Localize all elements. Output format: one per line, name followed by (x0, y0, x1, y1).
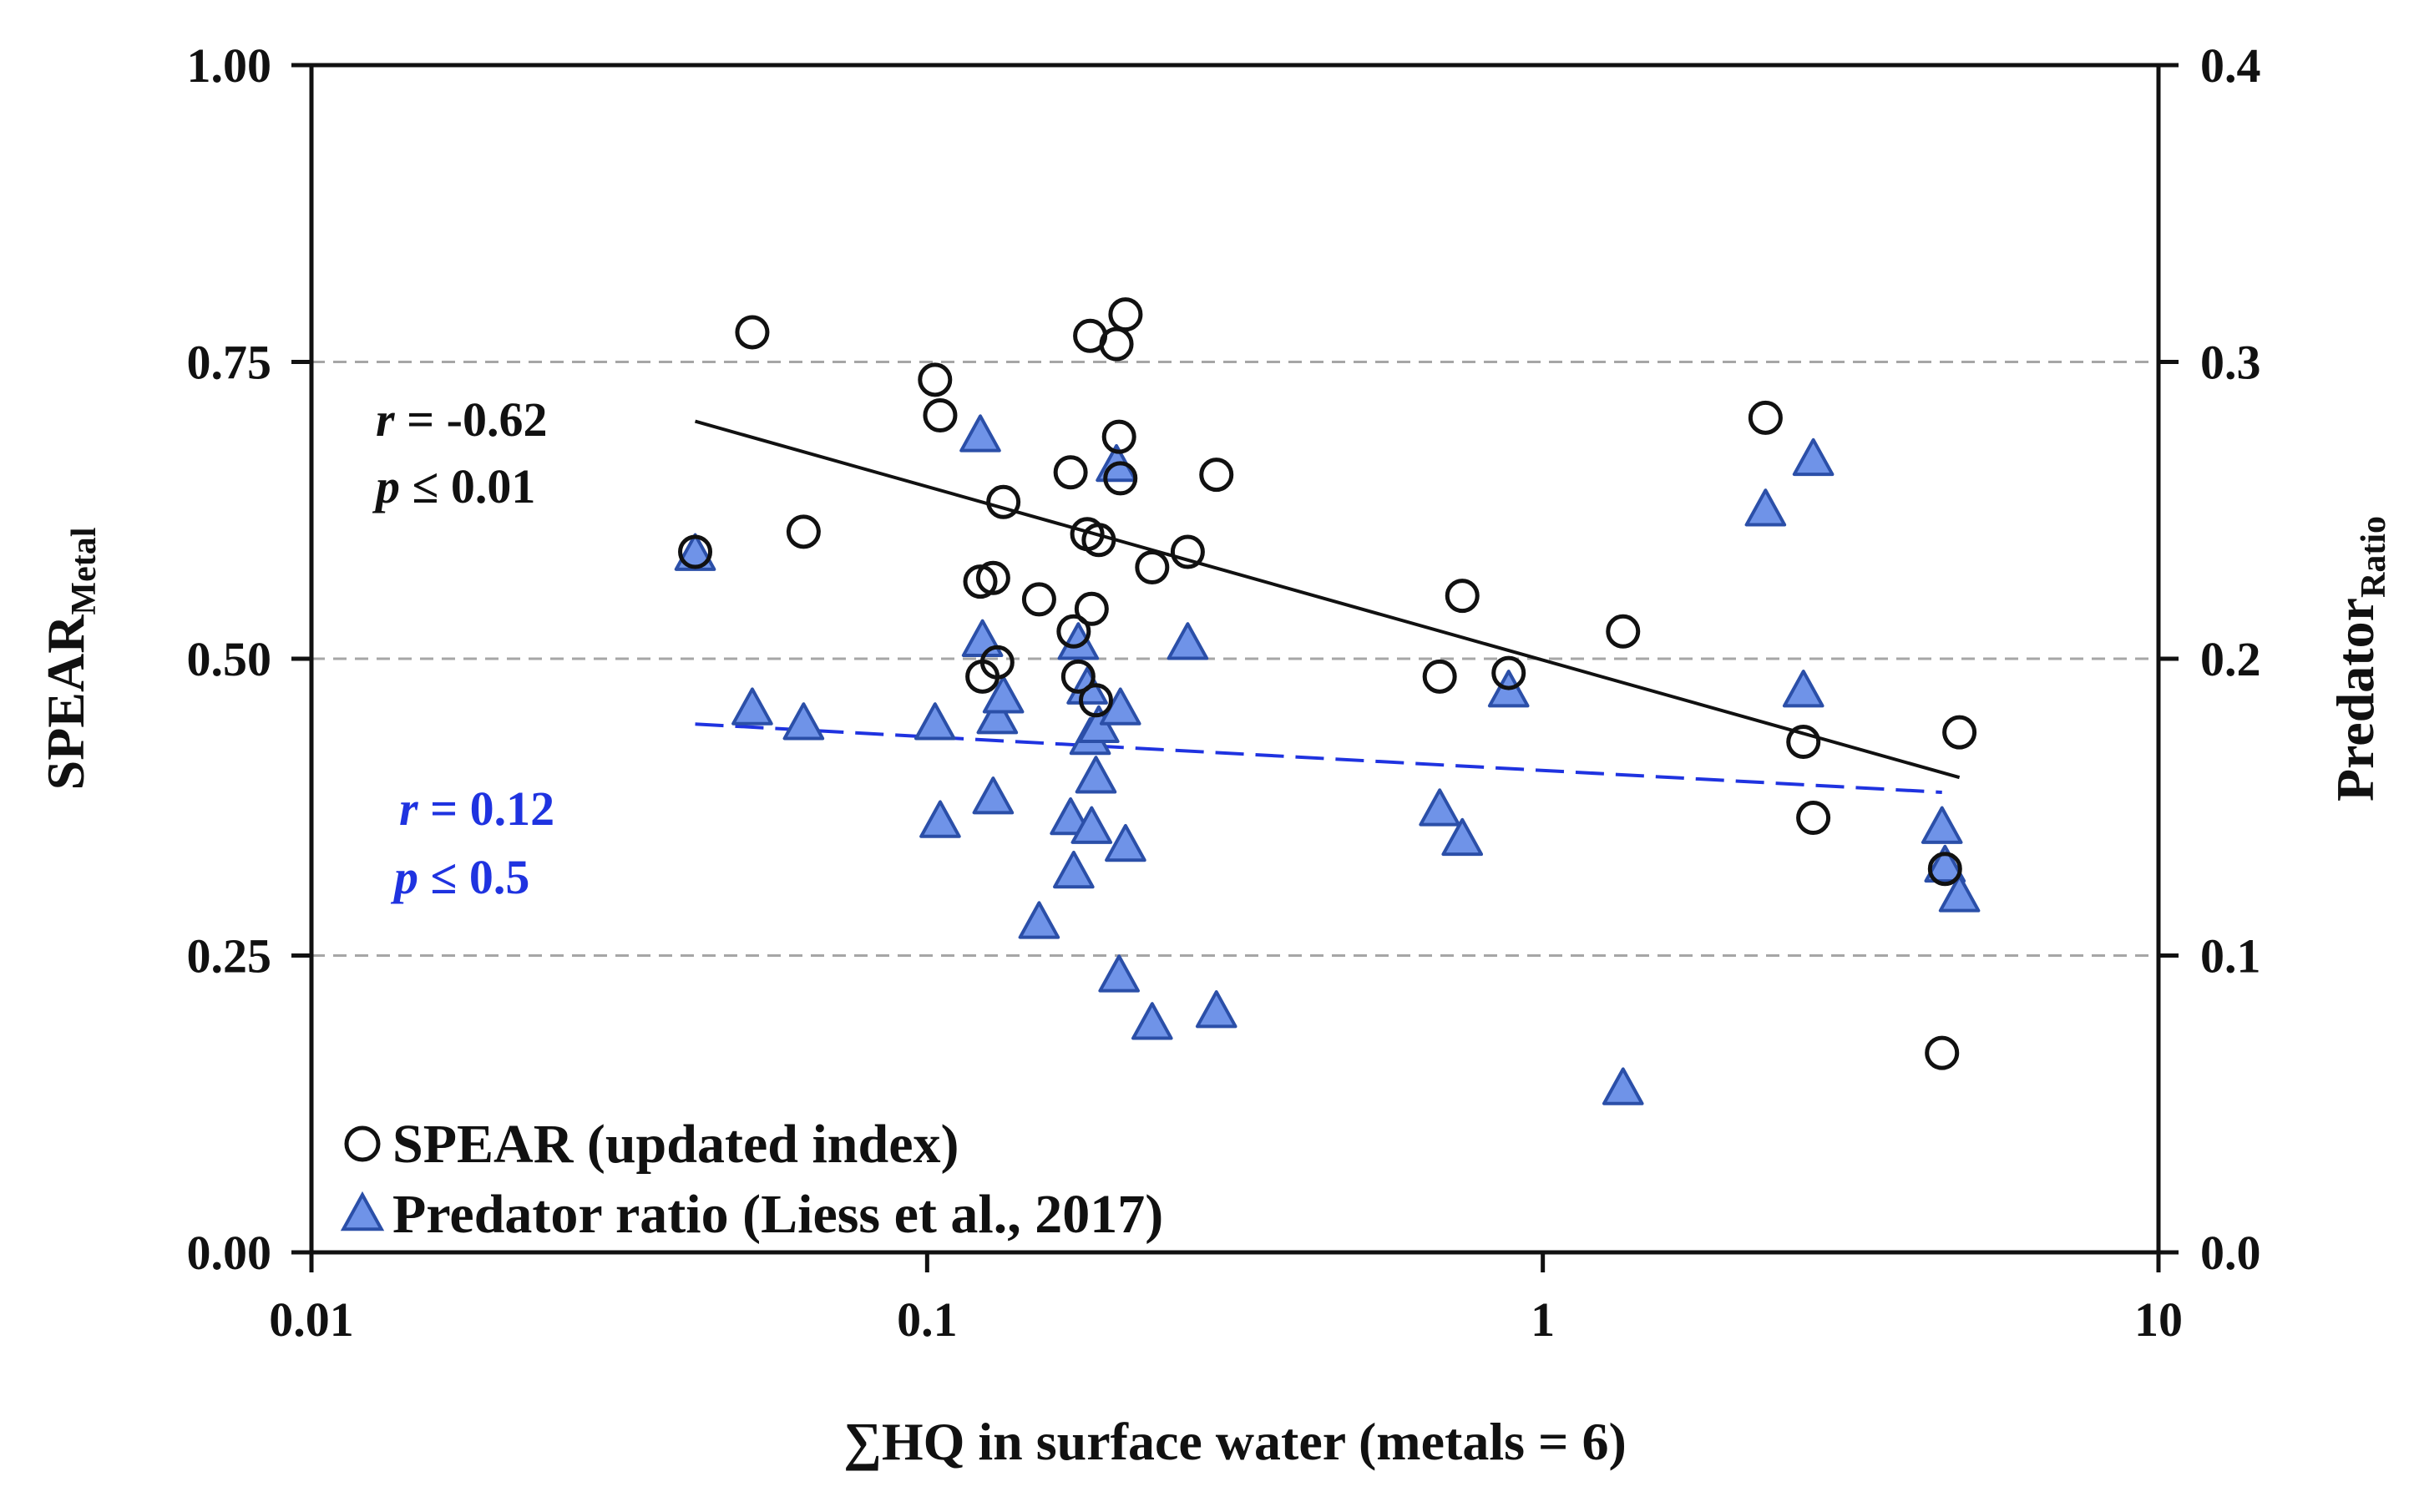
spear-point (1135, 550, 1170, 585)
predator-trendline (695, 722, 1942, 794)
spear-point (986, 484, 1021, 519)
y-tick-label: 1.00 (187, 38, 272, 93)
spear-point (1101, 419, 1136, 454)
spear-point (1445, 579, 1480, 614)
predator-point (1105, 823, 1146, 862)
predator-point (913, 702, 956, 741)
y-tick-label: 0.25 (187, 929, 272, 984)
predator-point (782, 702, 825, 741)
spear-point (1081, 523, 1116, 558)
y2-tick-label: 0.1 (2200, 929, 2261, 984)
spear-point (979, 645, 1015, 680)
spear-point (1199, 458, 1234, 493)
y-tick-label: 0.75 (187, 336, 272, 390)
x-tick-label: 0.01 (269, 1292, 354, 1347)
predator-point (1070, 806, 1113, 844)
spear-point (1056, 614, 1091, 649)
predator-point (982, 675, 1025, 714)
spear-point (735, 315, 770, 350)
y-axis-title: SPEARMetal (36, 528, 104, 791)
x-axis-title: ∑HQ in surface water (metals = 6) (843, 1412, 1627, 1471)
y2-tick-label: 0.0 (2200, 1226, 2261, 1280)
spear-point (1748, 400, 1783, 435)
predator-point (1602, 1067, 1644, 1105)
spear-point (786, 514, 821, 549)
y2-tick-label: 0.4 (2200, 38, 2261, 93)
predator-point (961, 619, 1004, 657)
spear-point (1074, 591, 1109, 626)
y-tick-label: 0.50 (187, 632, 272, 686)
predator-point (1167, 622, 1209, 660)
x-tick-label: 10 (2134, 1292, 2183, 1347)
y2-tick-label: 0.3 (2200, 336, 2261, 390)
predator-point (1131, 1002, 1173, 1040)
predator-point (1938, 874, 1981, 913)
y2-axis-title: PredatorRatio (2325, 516, 2393, 802)
predator-point (1195, 990, 1237, 1029)
trendlines (695, 419, 1961, 794)
spear-point (1942, 715, 1977, 750)
predator-point (1441, 817, 1484, 857)
predator-point (959, 414, 1001, 453)
spear-point (1103, 461, 1138, 496)
data-points (674, 297, 1981, 1105)
predator-correlation-annotation: r = 0.12 p ≤ 0.5 (390, 781, 567, 904)
predator-point (1018, 901, 1060, 939)
spear-point (923, 397, 958, 432)
spear-point (975, 560, 1010, 595)
legend: SPEAR (updated index) Predator ratio (Li… (340, 1114, 1163, 1245)
legend-circle-marker (344, 1125, 381, 1162)
predator-point (1099, 687, 1141, 726)
spear-point (1099, 326, 1134, 362)
y2-tick-label: 0.2 (2200, 632, 2261, 686)
spear-point (678, 534, 713, 569)
spear-point (1786, 725, 1821, 760)
legend-label-spear: SPEAR (updated index) (392, 1114, 959, 1175)
spear-point (1796, 801, 1831, 836)
predator-point (731, 687, 773, 726)
spear-point (1491, 655, 1526, 690)
spear-point (1021, 582, 1056, 617)
spear-point (1053, 455, 1088, 490)
spear-point (1060, 659, 1096, 694)
spear-point (1606, 614, 1641, 649)
legend-triangle-marker (340, 1191, 385, 1231)
spear-point (963, 564, 998, 599)
spear-point (1927, 852, 1962, 887)
predator-point (1419, 788, 1460, 827)
spear-point (1170, 534, 1205, 569)
predator-point (1792, 437, 1835, 477)
spear-point (1925, 1035, 1960, 1070)
spear-correlation-annotation: r = -0.62 p ≤ 0.01 (372, 392, 559, 513)
predator-point (1050, 796, 1091, 836)
predator-point (919, 800, 961, 838)
predator-point (1075, 756, 1117, 794)
x-tick-label: 1 (1531, 1292, 1555, 1347)
spear-point (918, 362, 953, 397)
axes: 0.00 0.25 0.50 0.75 1.00 0.0 0.1 0.2 0.3 0.4 0.01 0… (187, 38, 2261, 1347)
spear-point (1422, 659, 1457, 694)
spear-point (1078, 683, 1113, 718)
predator-point (1921, 806, 1963, 844)
predator-point (1924, 844, 1966, 883)
spear-trendline (695, 419, 1961, 780)
x-tick-label: 0.1 (897, 1292, 958, 1347)
gridlines (311, 361, 2158, 957)
predator-point (1053, 850, 1095, 889)
predator-point (1782, 670, 1824, 708)
y-tick-label: 0.00 (187, 1226, 272, 1280)
spear-point (1108, 297, 1143, 332)
legend-label-predator: Predator ratio (Liess et al., 2017) (392, 1184, 1163, 1245)
predator-point (976, 696, 1019, 735)
predator-point (1744, 488, 1787, 527)
predator-point (972, 776, 1015, 815)
predator-point (1098, 954, 1140, 993)
